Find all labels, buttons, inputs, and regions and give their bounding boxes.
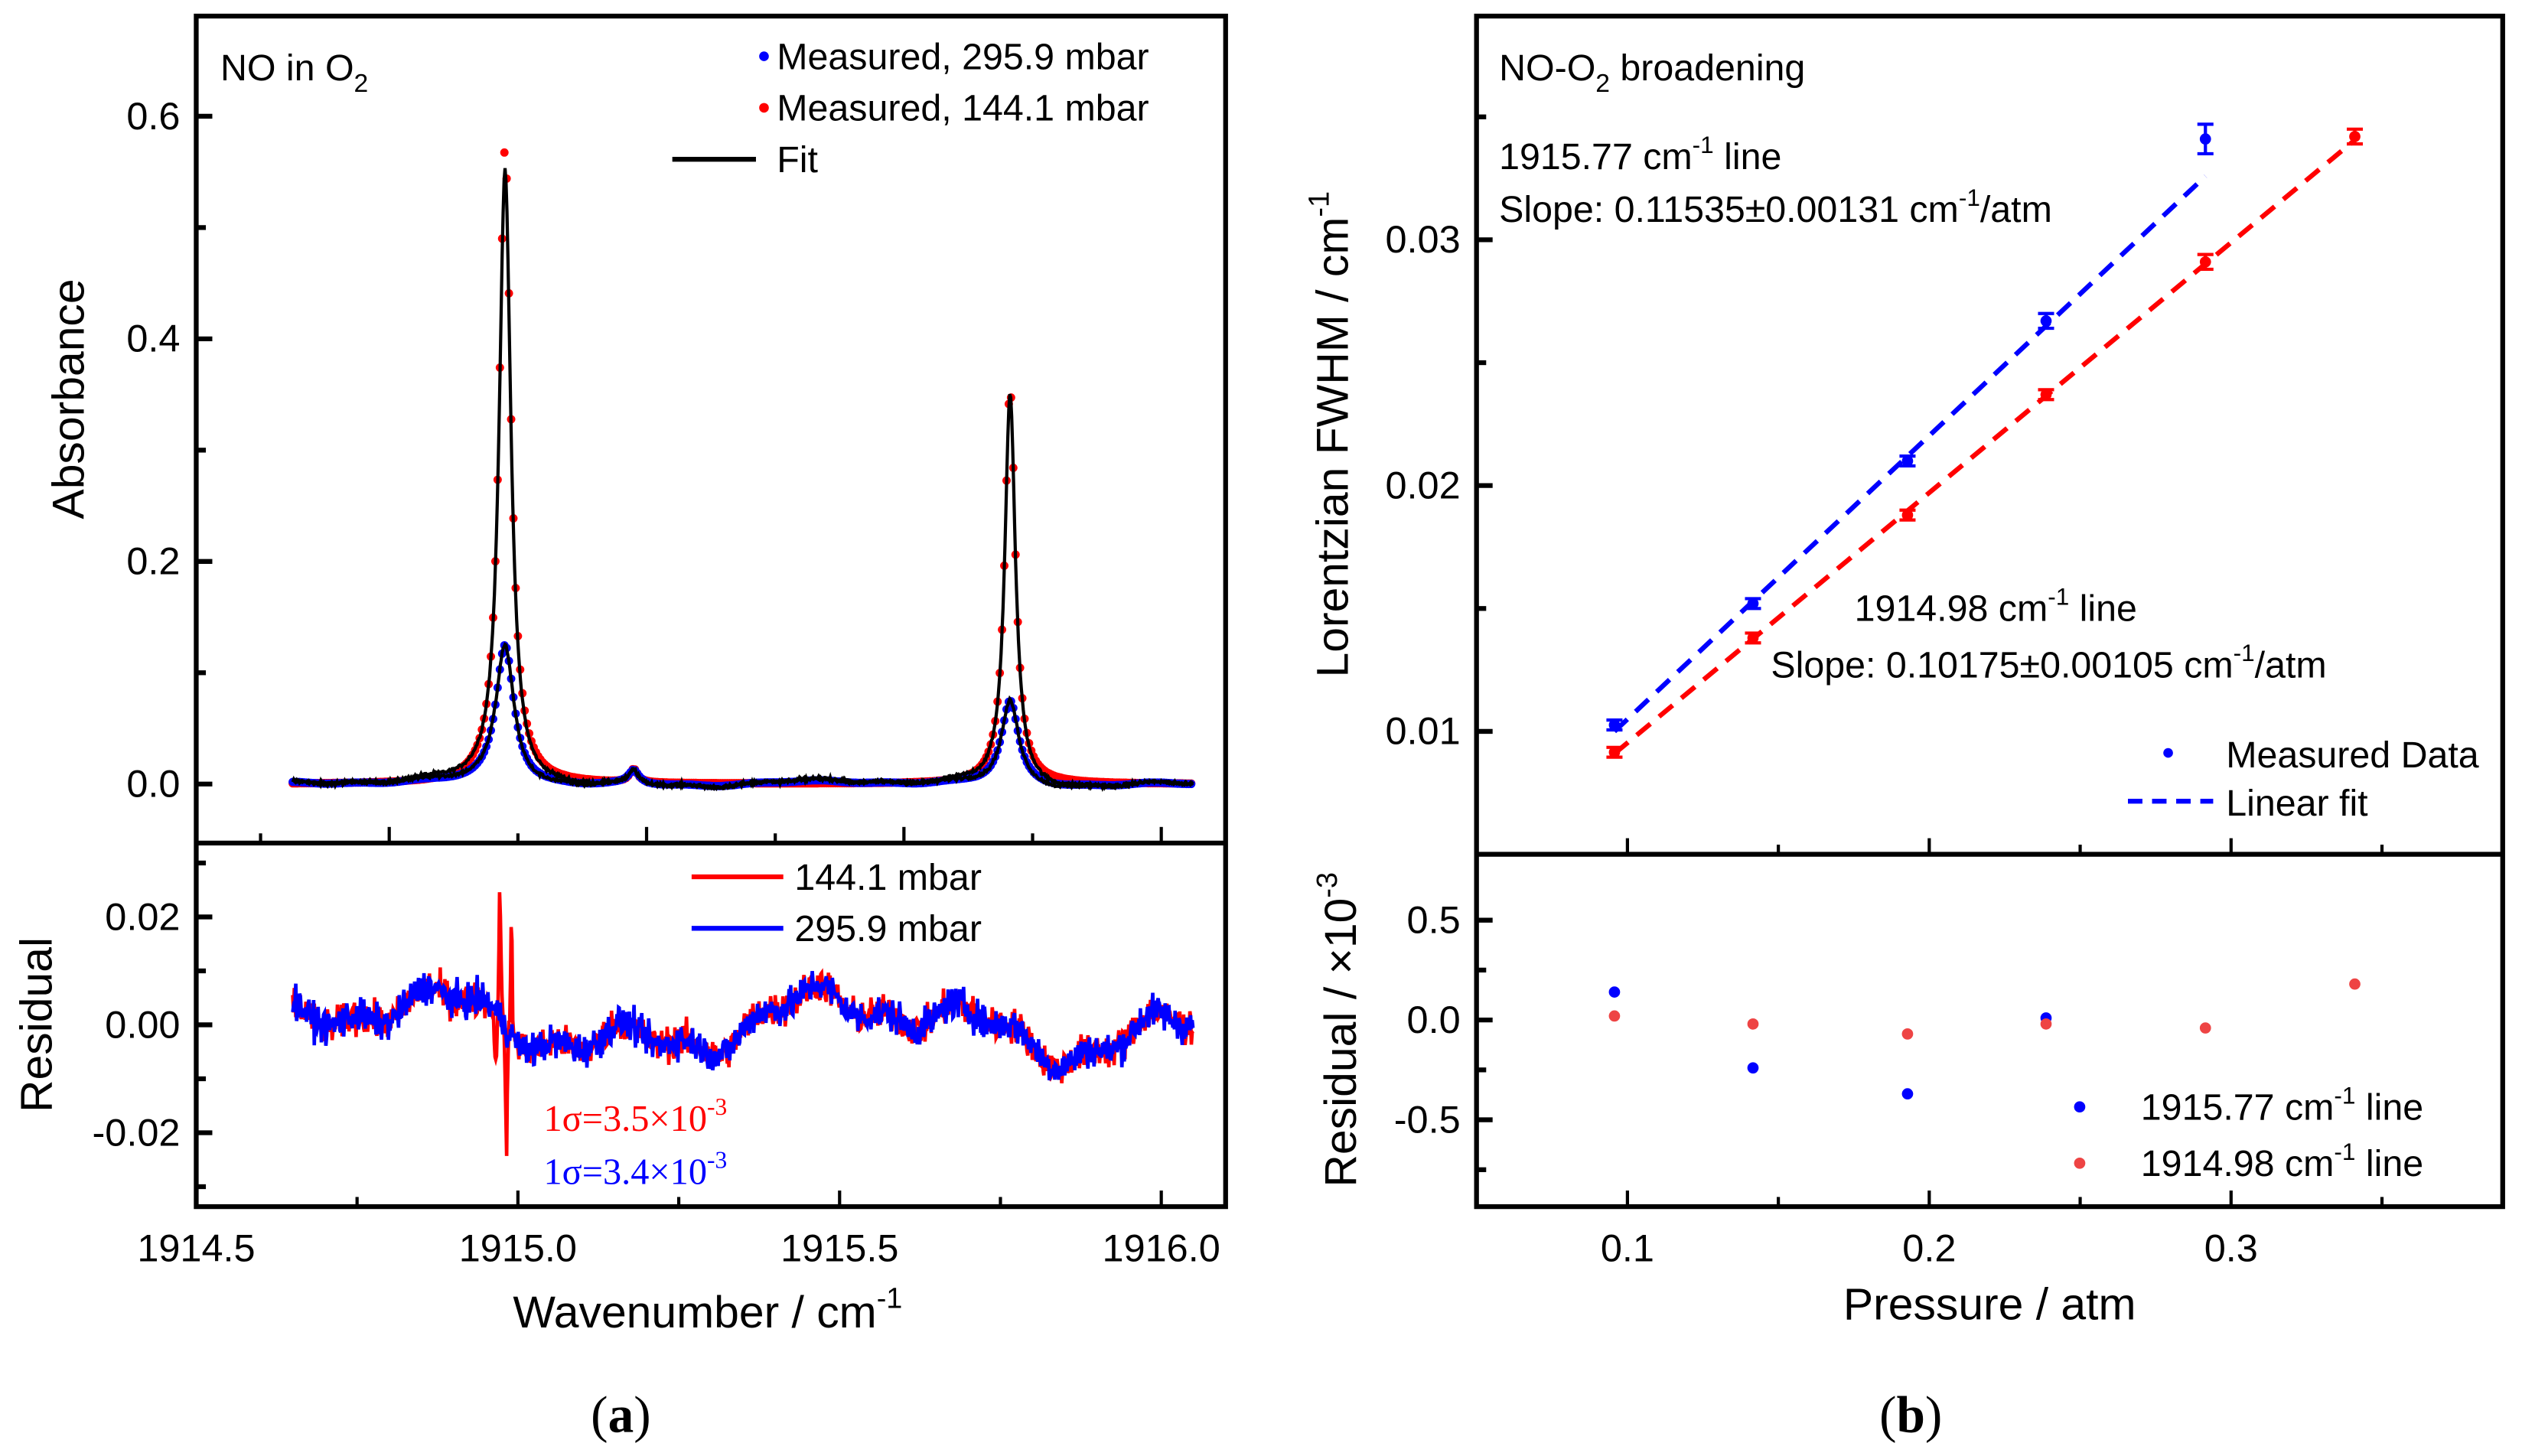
data-point [1901,455,1914,467]
panel-b-frame [1474,13,2505,1210]
legend-marker-1915 [2074,1101,2086,1113]
title-no-o2-broadening: NO-O2 broadening [1499,47,1805,98]
legend-label-144: Measured, 144.1 mbar [777,88,1149,129]
y-axis-title-absorbance: Absorbance [44,278,93,519]
chart-marks: 0.0 0.2 0.4 0.6 0.02 0.00 -0.02 1914.5 1915.0 191… [92,94,2384,1270]
data-point [1608,746,1621,758]
residual-point [2040,1018,2052,1030]
x-tick-label: 0.2 [1902,1226,1956,1270]
y-tick-label: -0.02 [92,1110,180,1154]
panel-a-frame [194,13,1228,1210]
series-1915-77-line [1606,122,2214,734]
legend-marker-blue [759,51,769,61]
y-tick-label: 0.03 [1385,217,1460,261]
x-tick-label: 1915.0 [459,1226,577,1270]
y-tick-label: 0.02 [105,894,180,938]
series-measured-295-mbar [288,640,1196,790]
residual-point [2199,1022,2211,1034]
sigma-annotation-red: 1σ=3.5×10-3 [543,1093,727,1139]
x-tick-label: 1915.5 [780,1226,898,1270]
legend-label-295-res: 295.9 mbar [794,908,982,949]
y-tick-label: 0.01 [1385,709,1460,753]
legend-label-1915: 1915.77 cm-1 line [2141,1081,2423,1128]
residual-series-1914-98-line [1608,978,2361,1040]
legend-marker-1914 [2074,1157,2086,1169]
linear-fit-line [1612,174,2208,734]
legend-marker-measured [2163,748,2173,758]
sigma-annotation-blue: 1σ=3.4×10-3 [543,1147,727,1193]
annotation-1914-slope: Slope: 0.10175±0.00105 cm-1/atm [1771,639,2326,686]
residual-point [1901,1028,1914,1040]
spectrum-plot-area [288,148,1196,793]
y-tick-label: 0.2 [126,539,180,583]
fit-line [292,168,1194,792]
y-axis-title-residual-b: Residual / ×10-3 [1312,872,1366,1187]
y-tick-label: 0.02 [1385,463,1460,507]
residual-series-1915-77-line [1608,986,2052,1100]
y-tick-label: 0.00 [105,1002,180,1046]
annotation-1915-line: 1915.77 cm-1 line [1499,131,1781,178]
residual-point [1608,986,1621,998]
residual-point [1747,1062,1759,1074]
y-tick-label: 0.0 [126,762,180,806]
annotation-1914-line: 1914.98 cm-1 line [1855,583,2137,630]
x-tick-label: 0.1 [1601,1226,1654,1270]
y-tick-label: 0.6 [126,94,180,138]
panel-label-b: (b) [1879,1386,1942,1443]
annotation-1915-slope: Slope: 0.11535±0.00131 cm-1/atm [1499,184,2052,230]
residual-point [1747,1018,1759,1030]
data-point [2040,315,2052,327]
residual-point [1901,1088,1914,1100]
legend-label-fit: Fit [777,139,818,181]
legend-label-measured: Measured Data [2226,735,2479,776]
series-1914-98-line [1606,127,2364,759]
x-axis-title-pressure: Pressure / atm [1843,1279,2136,1329]
annotation-no-in-o2: NO in O2 [220,47,368,98]
y-axis-title-residual: Residual [11,937,61,1112]
residual-point [1608,1010,1621,1022]
data-point [1747,632,1759,644]
y-tick-label: 0.4 [126,317,180,360]
panel-label-a: (a) [591,1386,650,1443]
data-point [2040,389,2052,401]
x-tick-label: 1914.5 [137,1226,255,1270]
data-point [2349,131,2361,142]
linear-fit-line [1612,138,2357,756]
x-tick-label: 0.3 [2204,1226,2258,1270]
legend-label-144-res: 144.1 mbar [794,857,982,898]
residual-point [2349,978,2361,990]
legend-marker-red [759,103,769,113]
legend-label-linear-fit: Linear fit [2226,783,2368,824]
y-tick-label: -0.5 [1394,1097,1461,1141]
data-point [1901,509,1914,521]
data-point [1747,598,1759,610]
residual-plot-area [291,892,1195,1156]
data-point [1608,719,1621,731]
data-point [2199,256,2211,268]
legend-label-1914: 1914.98 cm-1 line [2141,1138,2423,1184]
x-tick-label: 1916.0 [1103,1226,1220,1270]
residual-line-295-mbar [291,971,1195,1081]
y-axis-title-fwhm: Lorentzian FWHM / cm-1 [1303,191,1357,678]
fit-line [291,641,1194,793]
data-point [500,148,509,157]
y-tick-label: 0.0 [1407,998,1461,1041]
legend-label-295: Measured, 295.9 mbar [777,36,1149,77]
data-point [2199,133,2211,145]
y-tick-label: 0.5 [1407,897,1461,941]
series-measured-144-mbar [288,148,1196,788]
x-axis-title-wavenumber: Wavenumber / cm-1 [513,1283,902,1337]
